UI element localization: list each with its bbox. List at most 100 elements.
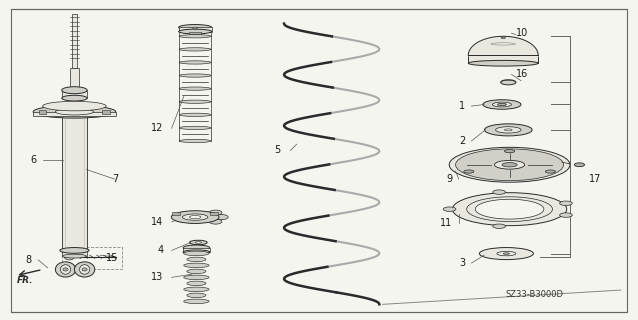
Ellipse shape	[179, 61, 211, 64]
Ellipse shape	[493, 102, 512, 107]
Text: 11: 11	[440, 219, 452, 228]
Ellipse shape	[503, 253, 510, 254]
Ellipse shape	[172, 211, 219, 223]
Ellipse shape	[483, 100, 521, 109]
Ellipse shape	[33, 105, 115, 118]
Ellipse shape	[184, 287, 209, 292]
Text: 3: 3	[459, 258, 465, 268]
Ellipse shape	[209, 210, 222, 215]
Ellipse shape	[179, 48, 211, 51]
Text: SZ33-B3000D: SZ33-B3000D	[506, 290, 564, 299]
Bar	[72, 14, 77, 68]
Ellipse shape	[43, 101, 106, 111]
Ellipse shape	[56, 108, 94, 115]
Ellipse shape	[179, 100, 211, 103]
Ellipse shape	[475, 199, 544, 219]
Ellipse shape	[209, 219, 222, 224]
Ellipse shape	[60, 248, 89, 253]
Ellipse shape	[184, 275, 209, 280]
Ellipse shape	[216, 215, 228, 220]
Ellipse shape	[179, 35, 211, 38]
Text: 5: 5	[274, 146, 281, 156]
Ellipse shape	[501, 37, 505, 39]
Bar	[63, 251, 87, 256]
Ellipse shape	[184, 299, 209, 304]
Ellipse shape	[498, 103, 507, 106]
Text: 8: 8	[26, 255, 32, 265]
Text: 17: 17	[589, 174, 602, 184]
Bar	[189, 32, 202, 34]
Ellipse shape	[179, 25, 212, 30]
Text: 13: 13	[151, 272, 163, 282]
Text: 7: 7	[112, 174, 119, 184]
Bar	[62, 247, 122, 269]
Bar	[102, 110, 110, 114]
Bar	[39, 110, 47, 114]
Ellipse shape	[189, 215, 201, 219]
Ellipse shape	[64, 253, 75, 260]
Text: 9: 9	[446, 174, 452, 184]
Bar	[63, 116, 87, 251]
Ellipse shape	[61, 265, 71, 274]
Text: 15: 15	[107, 253, 119, 263]
Ellipse shape	[505, 149, 515, 153]
Text: 6: 6	[30, 155, 36, 165]
Ellipse shape	[484, 124, 532, 136]
Bar	[33, 112, 115, 116]
Ellipse shape	[82, 268, 87, 271]
Bar	[211, 212, 218, 215]
Ellipse shape	[179, 29, 212, 34]
Ellipse shape	[560, 213, 572, 217]
Ellipse shape	[443, 207, 456, 212]
Bar	[172, 212, 180, 215]
Bar	[468, 55, 538, 63]
Ellipse shape	[496, 127, 521, 133]
Ellipse shape	[63, 254, 87, 258]
Ellipse shape	[56, 262, 76, 277]
Ellipse shape	[179, 139, 211, 143]
Ellipse shape	[493, 224, 505, 228]
Ellipse shape	[63, 268, 68, 271]
Ellipse shape	[545, 170, 556, 173]
Ellipse shape	[182, 214, 208, 220]
Ellipse shape	[183, 245, 210, 251]
Ellipse shape	[449, 147, 570, 182]
Ellipse shape	[502, 163, 517, 167]
Text: 2: 2	[459, 136, 465, 146]
Ellipse shape	[184, 263, 209, 268]
Ellipse shape	[501, 80, 516, 85]
Text: 10: 10	[516, 28, 528, 38]
Ellipse shape	[494, 160, 524, 169]
Ellipse shape	[452, 193, 567, 226]
Ellipse shape	[187, 257, 206, 262]
Ellipse shape	[80, 265, 90, 274]
Ellipse shape	[456, 149, 563, 180]
Ellipse shape	[464, 170, 474, 173]
Ellipse shape	[179, 87, 211, 90]
Ellipse shape	[189, 240, 207, 245]
Ellipse shape	[179, 126, 211, 130]
Ellipse shape	[195, 242, 202, 243]
Text: 12: 12	[151, 123, 163, 133]
Ellipse shape	[75, 262, 95, 277]
Bar	[70, 68, 79, 90]
Text: 4: 4	[157, 245, 163, 255]
Text: 16: 16	[516, 69, 528, 79]
Ellipse shape	[179, 74, 211, 77]
Ellipse shape	[62, 87, 87, 94]
Ellipse shape	[505, 129, 512, 131]
Ellipse shape	[574, 163, 584, 167]
Ellipse shape	[193, 27, 198, 29]
Bar	[183, 248, 210, 252]
Text: 1: 1	[459, 101, 465, 111]
Bar	[62, 90, 87, 98]
Text: 14: 14	[151, 217, 163, 227]
Ellipse shape	[179, 113, 211, 116]
Ellipse shape	[479, 248, 533, 260]
Ellipse shape	[468, 60, 538, 66]
Ellipse shape	[187, 281, 206, 286]
Bar	[179, 28, 212, 32]
Ellipse shape	[187, 293, 206, 298]
Ellipse shape	[183, 250, 210, 254]
Ellipse shape	[187, 269, 206, 274]
